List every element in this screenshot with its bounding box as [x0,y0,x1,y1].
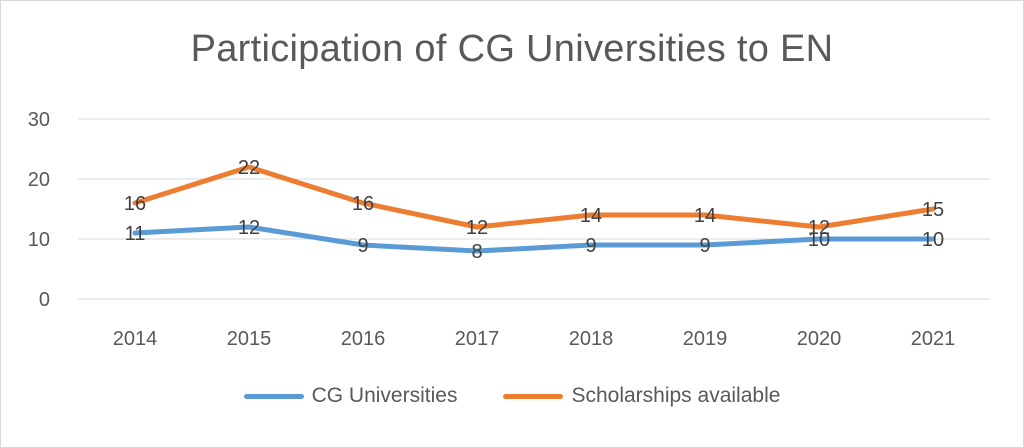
data-label: 9 [357,235,368,257]
x-tick-label: 2020 [797,328,842,350]
data-label: 9 [585,235,596,257]
data-label: 10 [922,229,944,251]
x-axis-ticks: 2014 2015 2016 2017 2018 2019 2020 2021 [113,328,956,350]
data-label: 12 [238,217,260,239]
data-label: 10 [808,229,830,251]
data-label: 9 [699,235,710,257]
data-label: 14 [694,205,716,227]
data-label: 12 [466,217,488,239]
x-tick-label: 2016 [341,328,386,350]
legend-label-scholarships: Scholarships available [571,384,781,407]
series-lines [132,164,936,254]
x-tick-label: 2014 [113,328,158,350]
x-tick-label: 2018 [569,328,614,350]
legend-swatch-scholarships [503,393,564,399]
data-label: 14 [580,205,602,227]
data-labels: 11 12 9 8 9 9 10 10 16 22 16 12 14 14 12 15 [124,157,944,263]
data-label: 11 [125,223,146,245]
y-tick-label: 0 [39,289,50,311]
data-label: 16 [352,193,374,215]
x-tick-label: 2021 [911,328,956,350]
legend-swatch-cg-universities [243,393,304,399]
data-label: 8 [471,241,482,263]
y-axis-ticks: 0 10 20 30 [28,109,50,311]
gridlines [78,118,990,300]
data-label: 12 [808,217,830,239]
chart-title: Participation of CG Universities to EN [190,28,834,70]
y-tick-label: 10 [28,229,50,251]
x-tick-label: 2017 [455,328,500,350]
series-line-cg-universities [132,224,936,254]
data-label: 22 [238,157,260,179]
legend: CG Universities Scholarships available [0,384,1024,408]
data-label: 15 [922,199,944,221]
legend-item-scholarships: Scholarships available [503,384,780,408]
legend-item-cg-universities: CG Universities [243,384,458,408]
x-tick-label: 2019 [683,328,728,350]
y-tick-label: 30 [28,109,50,131]
data-label: 16 [124,193,146,215]
x-tick-label: 2015 [227,328,272,350]
series-line-scholarships-available [132,164,936,230]
y-tick-label: 20 [28,169,50,191]
legend-label-cg-universities: CG Universities [311,384,458,407]
